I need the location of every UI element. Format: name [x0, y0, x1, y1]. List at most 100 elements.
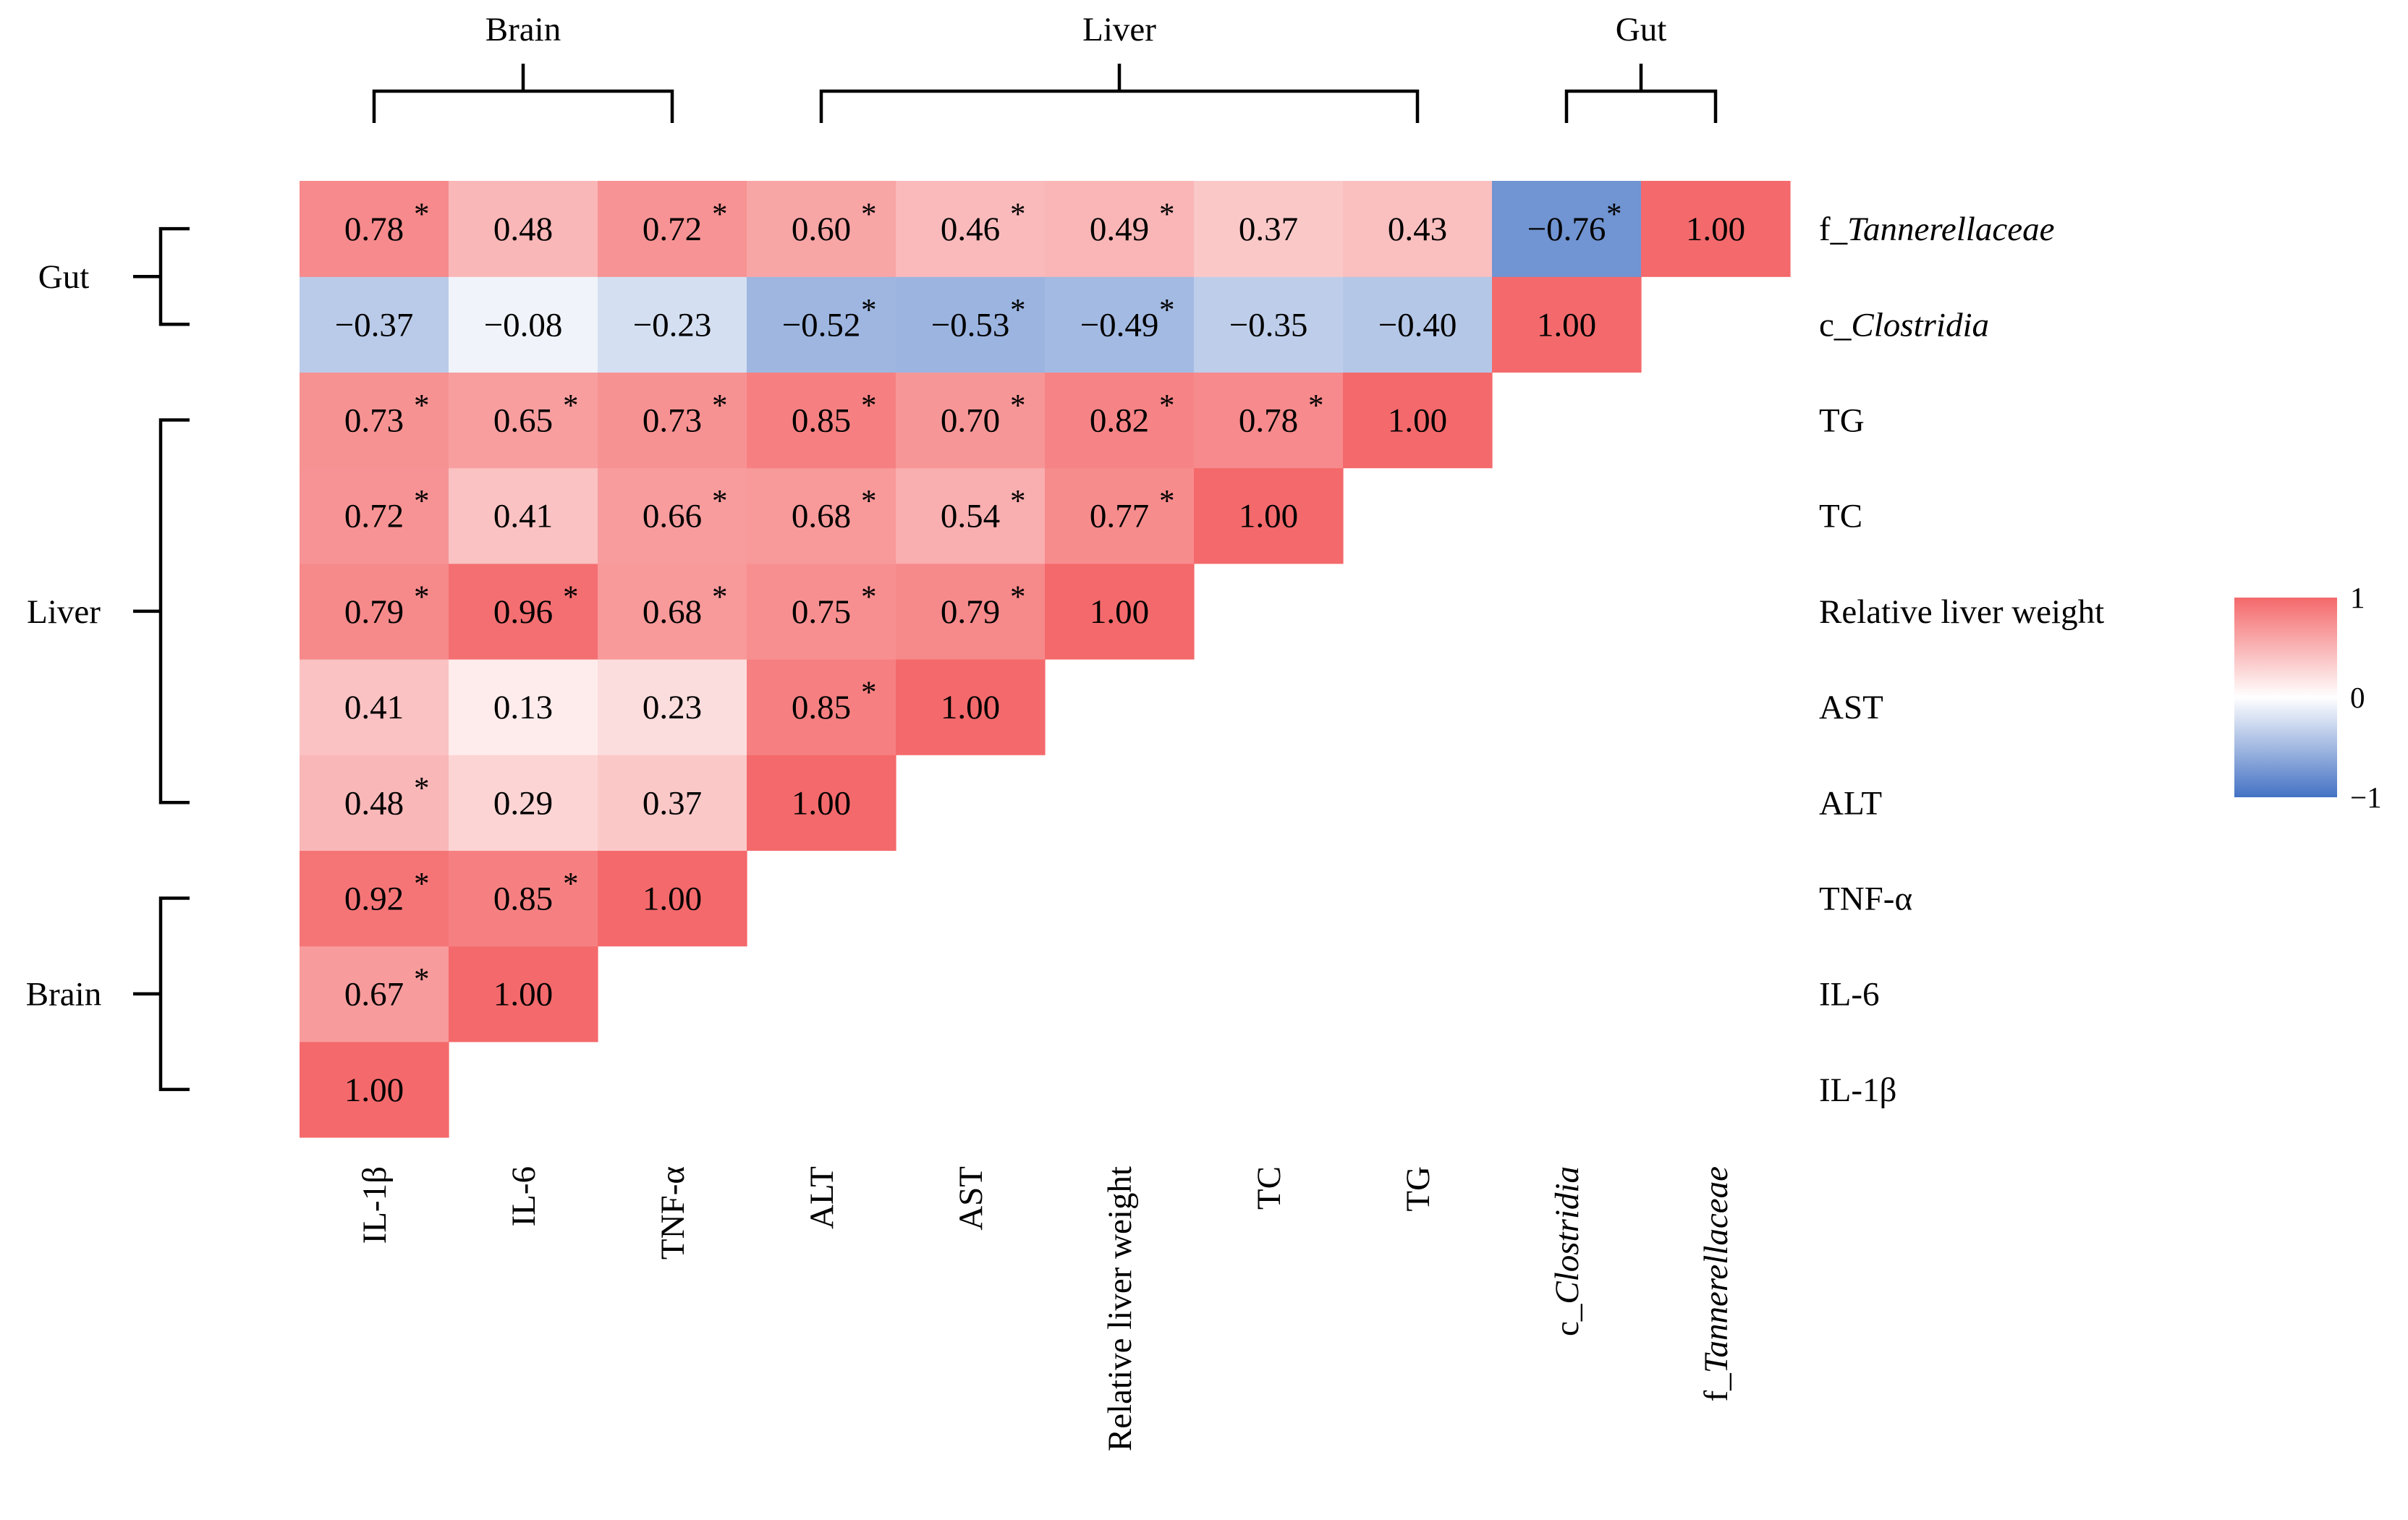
significance-marker: *	[1308, 389, 1324, 423]
cell-value: 0.85	[792, 689, 851, 726]
group-label-left: Gut	[38, 258, 90, 296]
significance-marker: *	[861, 580, 877, 614]
heatmap-cell	[300, 181, 449, 277]
column-label: IL-1β	[356, 1166, 394, 1244]
heatmap-cell	[747, 372, 896, 469]
heatmap-cell	[598, 181, 747, 277]
cell-value: 1.00	[1239, 498, 1298, 535]
heatmap-cell	[598, 755, 747, 851]
cell-value: −0.23	[633, 306, 712, 344]
cell-value: 0.72	[344, 498, 404, 535]
heatmap-cell	[747, 563, 896, 660]
cell-value: 0.75	[792, 593, 851, 631]
heatmap-cell	[747, 467, 896, 564]
heatmap-cell	[449, 276, 598, 373]
heatmap-cell	[1194, 181, 1344, 277]
cell-value: 1.00	[344, 1071, 404, 1109]
heatmap-cell	[747, 659, 896, 755]
cell-value: −0.49	[1080, 306, 1159, 344]
cell-value: −0.76	[1527, 211, 1606, 248]
heatmap-cell	[1045, 181, 1195, 277]
legend-tick-label: 0	[2350, 681, 2365, 714]
heatmap-cell	[1194, 276, 1344, 373]
cell-value: −0.35	[1229, 306, 1308, 344]
group-bracket-left	[133, 896, 190, 1092]
group-bracket-left	[133, 226, 190, 326]
cell-value: 0.73	[643, 402, 702, 440]
cell-value: 1.00	[941, 689, 1000, 726]
heatmap-cell	[747, 755, 896, 851]
significance-marker: *	[1159, 198, 1175, 232]
significance-marker: *	[414, 963, 430, 997]
heatmap-cell	[449, 946, 598, 1043]
legend-tick-label: 1	[2350, 581, 2365, 614]
cell-value: −0.53	[931, 306, 1010, 344]
heatmap-cell	[449, 467, 598, 564]
significance-marker: *	[712, 389, 728, 423]
cell-value: 0.37	[643, 784, 702, 822]
heatmap-cell	[896, 181, 1046, 277]
cell-value: 0.82	[1090, 402, 1149, 440]
row-label: f_Tannerellaceae	[1819, 211, 2054, 248]
cell-value: 0.46	[941, 211, 1000, 248]
heatmap-cell	[1492, 181, 1642, 277]
cell-value: 0.78	[1239, 402, 1298, 440]
cell-value: −0.08	[484, 306, 563, 344]
heatmap-cell	[598, 372, 747, 469]
heatmap-cell	[449, 850, 598, 947]
significance-marker: *	[414, 198, 430, 232]
cell-value: 1.00	[1537, 306, 1596, 344]
cell-value: 0.85	[493, 880, 553, 918]
cell-value: −0.40	[1378, 306, 1457, 344]
heatmap-cell	[1343, 276, 1493, 373]
heatmap-cell	[896, 276, 1046, 373]
cell-value: 1.00	[643, 880, 702, 918]
cell-value: 0.43	[1388, 211, 1447, 248]
heatmap-cell	[1045, 563, 1195, 660]
heatmap-cell	[598, 850, 747, 947]
cell-value: 0.41	[493, 498, 553, 535]
heatmap-cell	[896, 372, 1046, 469]
significance-marker: *	[1010, 293, 1026, 327]
cell-value: 0.79	[941, 593, 1000, 631]
column-label: IL-6	[505, 1166, 543, 1227]
heatmap-cell	[747, 276, 896, 373]
color-legend: 1 0 −1	[2234, 581, 2382, 814]
cell-value: 0.66	[643, 498, 702, 535]
heatmap-cell	[1194, 467, 1344, 564]
cell-value: 0.85	[792, 402, 851, 440]
top-group-brackets: Brain Liver Gut	[372, 11, 1718, 123]
cell-value: 0.23	[643, 689, 702, 726]
row-label: AST	[1819, 689, 1883, 726]
column-label: TNF-α	[654, 1166, 692, 1260]
cell-value: 0.96	[493, 593, 553, 631]
legend-colorbar	[2234, 598, 2337, 797]
significance-marker: *	[1010, 389, 1026, 423]
heatmap-cell	[300, 563, 449, 660]
heatmap-cell	[896, 467, 1046, 564]
cell-value: 0.49	[1090, 211, 1149, 248]
heatmap-cell	[1641, 181, 1791, 277]
cell-value: −0.37	[335, 306, 414, 344]
heatmap-cell	[598, 563, 747, 660]
heatmap-cell	[1343, 181, 1493, 277]
heatmap-cell	[300, 276, 449, 373]
heatmap-cells: 1.00 0.67 * 1.00 0.92 * 0.85 * 1.00 0.48 * 0.29 0.37…	[300, 181, 1791, 1138]
significance-marker: *	[861, 676, 877, 710]
heatmap-cell	[1492, 276, 1642, 373]
heatmap-cell	[300, 1041, 449, 1138]
cell-value: 1.00	[792, 784, 851, 822]
significance-marker: *	[563, 580, 579, 614]
column-label: c_Clostridia	[1548, 1166, 1586, 1336]
significance-marker: *	[712, 580, 728, 614]
cell-value: 0.68	[792, 498, 851, 535]
significance-marker: *	[1159, 293, 1175, 327]
row-label: IL-6	[1819, 976, 1880, 1014]
significance-marker: *	[414, 485, 430, 519]
significance-marker: *	[414, 867, 430, 901]
significance-marker: *	[1159, 485, 1175, 519]
cell-value: 0.37	[1239, 211, 1298, 248]
group-label-left: Brain	[26, 976, 101, 1014]
cell-value: 0.60	[792, 211, 851, 248]
significance-marker: *	[1010, 198, 1026, 232]
